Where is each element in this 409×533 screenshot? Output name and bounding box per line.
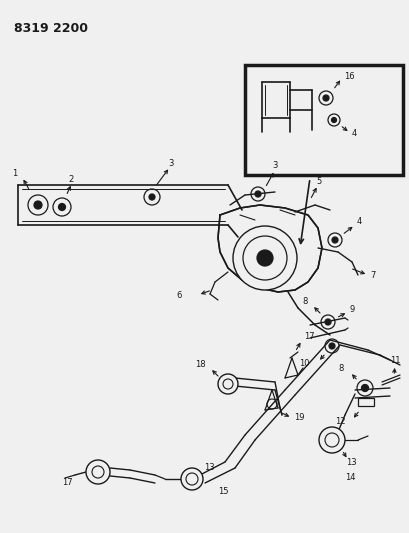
Text: 15: 15 — [218, 488, 228, 497]
Text: 7: 7 — [369, 271, 375, 279]
Text: 16: 16 — [343, 71, 354, 80]
Circle shape — [256, 250, 272, 266]
Text: 3: 3 — [271, 160, 277, 169]
Circle shape — [324, 319, 330, 325]
Circle shape — [180, 468, 202, 490]
Circle shape — [361, 384, 368, 392]
Text: 11: 11 — [389, 357, 400, 366]
Circle shape — [58, 204, 65, 211]
Text: 8: 8 — [338, 365, 343, 374]
Text: 6: 6 — [176, 290, 182, 300]
Text: 9: 9 — [349, 305, 354, 314]
Circle shape — [232, 226, 296, 290]
Circle shape — [86, 460, 110, 484]
Text: 14: 14 — [344, 473, 355, 482]
Text: 17: 17 — [303, 333, 314, 342]
Text: 1: 1 — [12, 168, 17, 177]
Text: 3: 3 — [168, 158, 173, 167]
Text: 4: 4 — [356, 217, 362, 227]
Text: 19: 19 — [293, 414, 304, 423]
Bar — [245, 65, 402, 175]
Circle shape — [218, 374, 237, 394]
Text: 5: 5 — [315, 176, 321, 185]
Text: 12: 12 — [335, 417, 345, 426]
Text: 2: 2 — [68, 174, 73, 183]
Text: 18: 18 — [195, 360, 205, 369]
Text: 10: 10 — [299, 359, 309, 368]
Text: 17: 17 — [62, 479, 72, 488]
Circle shape — [34, 201, 42, 209]
Text: 8319 2200: 8319 2200 — [14, 22, 88, 35]
Circle shape — [331, 117, 336, 123]
Circle shape — [254, 191, 261, 197]
Polygon shape — [218, 205, 321, 292]
Circle shape — [331, 237, 337, 243]
Text: 13: 13 — [345, 458, 356, 467]
Text: 8: 8 — [302, 297, 307, 306]
Circle shape — [148, 194, 155, 200]
Text: 4: 4 — [351, 128, 356, 138]
Circle shape — [318, 427, 344, 453]
Bar — [357, 398, 373, 406]
Circle shape — [322, 95, 328, 101]
Text: 13: 13 — [204, 464, 214, 472]
Circle shape — [328, 343, 334, 349]
